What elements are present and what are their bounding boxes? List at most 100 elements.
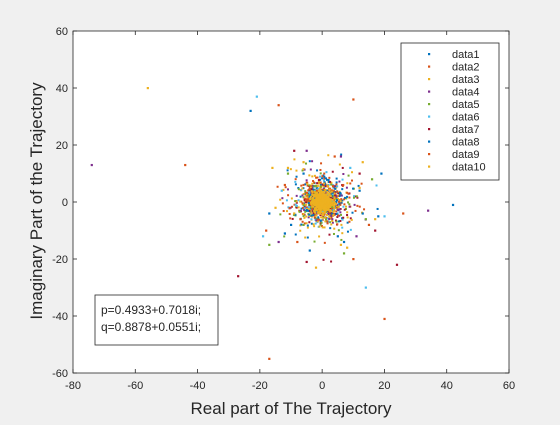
cluster-point	[321, 183, 324, 186]
cluster-point	[313, 216, 316, 219]
cluster-point	[315, 176, 318, 179]
cluster-point	[288, 213, 291, 216]
cluster-point	[338, 208, 341, 211]
cluster-point	[340, 194, 343, 197]
cluster-point	[286, 210, 289, 213]
cluster-point	[304, 197, 307, 200]
cluster-point	[309, 214, 312, 217]
cluster-core-point	[321, 196, 324, 199]
cluster-point	[289, 217, 292, 220]
data-point-data10	[286, 166, 290, 169]
cluster-point	[305, 201, 308, 204]
cluster-point	[316, 184, 319, 187]
data-point-data9	[352, 258, 355, 261]
legend-label-data10: data10	[452, 162, 486, 174]
cluster-point	[307, 206, 310, 209]
cluster-point	[336, 212, 339, 215]
cluster-core-point	[312, 203, 315, 206]
cluster-core-point	[323, 197, 326, 200]
cluster-point	[352, 187, 355, 190]
data-point-data5	[286, 172, 290, 175]
cluster-point	[335, 197, 338, 200]
cluster-point	[310, 218, 313, 221]
cluster-core-point	[311, 193, 314, 196]
data-point-data1	[451, 203, 455, 207]
cluster-core-point	[319, 202, 322, 205]
data-point-data6	[349, 166, 352, 169]
cluster-point	[299, 229, 302, 232]
cluster-point	[297, 188, 300, 191]
cluster-point	[304, 194, 307, 197]
cluster-point	[302, 183, 305, 186]
cluster-point	[340, 201, 343, 204]
cluster-point	[302, 196, 305, 199]
cluster-point	[346, 195, 349, 198]
cluster-point	[335, 210, 338, 213]
cluster-point	[319, 223, 322, 226]
cluster-point	[333, 227, 336, 230]
x-tick-label: -40	[190, 380, 206, 392]
cluster-core-point	[317, 196, 320, 199]
data-point-data6	[255, 95, 258, 98]
cluster-core-point	[306, 196, 309, 199]
cluster-point	[336, 194, 339, 197]
cluster-point	[305, 206, 308, 209]
cluster-core-point	[311, 182, 314, 185]
cluster-point	[308, 209, 311, 212]
cluster-point	[330, 183, 333, 186]
cluster-point	[335, 220, 338, 223]
cluster-core-point	[322, 198, 325, 201]
legend-label-data4: data4	[452, 87, 480, 99]
cluster-point	[335, 207, 338, 210]
cluster-point	[336, 204, 339, 207]
cluster-point	[304, 203, 307, 206]
cluster-point	[312, 223, 315, 226]
cluster-point	[279, 198, 282, 201]
data-point-data5	[370, 178, 374, 181]
cluster-core-point	[321, 198, 324, 201]
cluster-core-point	[324, 201, 327, 204]
cluster-point	[330, 190, 333, 193]
cluster-point	[303, 207, 306, 210]
y-tick-label: 60	[56, 26, 68, 38]
legend-marker-data3	[428, 78, 431, 81]
cluster-point	[310, 186, 313, 189]
cluster-core-point	[319, 206, 322, 209]
legend-marker-data2	[428, 65, 431, 68]
cluster-point	[322, 179, 325, 182]
legend-marker-data10	[428, 165, 431, 168]
cluster-point	[331, 218, 334, 221]
cluster-point	[339, 194, 342, 197]
cluster-core-point	[329, 210, 332, 213]
cluster-core-point	[309, 201, 312, 204]
cluster-point	[290, 205, 293, 208]
cluster-point	[312, 214, 315, 217]
data-point-data9	[333, 155, 336, 158]
cluster-point	[287, 206, 290, 209]
cluster-point	[331, 170, 334, 173]
cluster-point	[330, 223, 333, 226]
cluster-core-point	[316, 209, 319, 212]
annotation-frame	[94, 294, 219, 346]
cluster-point	[307, 200, 310, 203]
data-point-data7	[395, 263, 399, 266]
cluster-point	[310, 195, 313, 198]
cluster-point	[324, 220, 327, 223]
cluster-point	[313, 181, 316, 184]
cluster-core-point	[318, 205, 321, 208]
cluster-point	[357, 184, 360, 187]
cluster-core-point	[323, 207, 326, 210]
data-point-data3	[293, 212, 296, 215]
cluster-core-point	[324, 193, 327, 196]
cluster-core-point	[333, 201, 336, 204]
cluster-point	[291, 217, 294, 220]
cluster-point	[309, 186, 312, 189]
x-tick-label: 40	[441, 380, 453, 392]
cluster-point	[338, 191, 341, 194]
cluster-point	[311, 175, 314, 178]
data-point-data8	[268, 212, 271, 215]
cluster-point	[325, 189, 328, 192]
cluster-point	[313, 184, 316, 187]
cluster-point	[306, 195, 309, 198]
data-point-data8	[342, 240, 346, 244]
